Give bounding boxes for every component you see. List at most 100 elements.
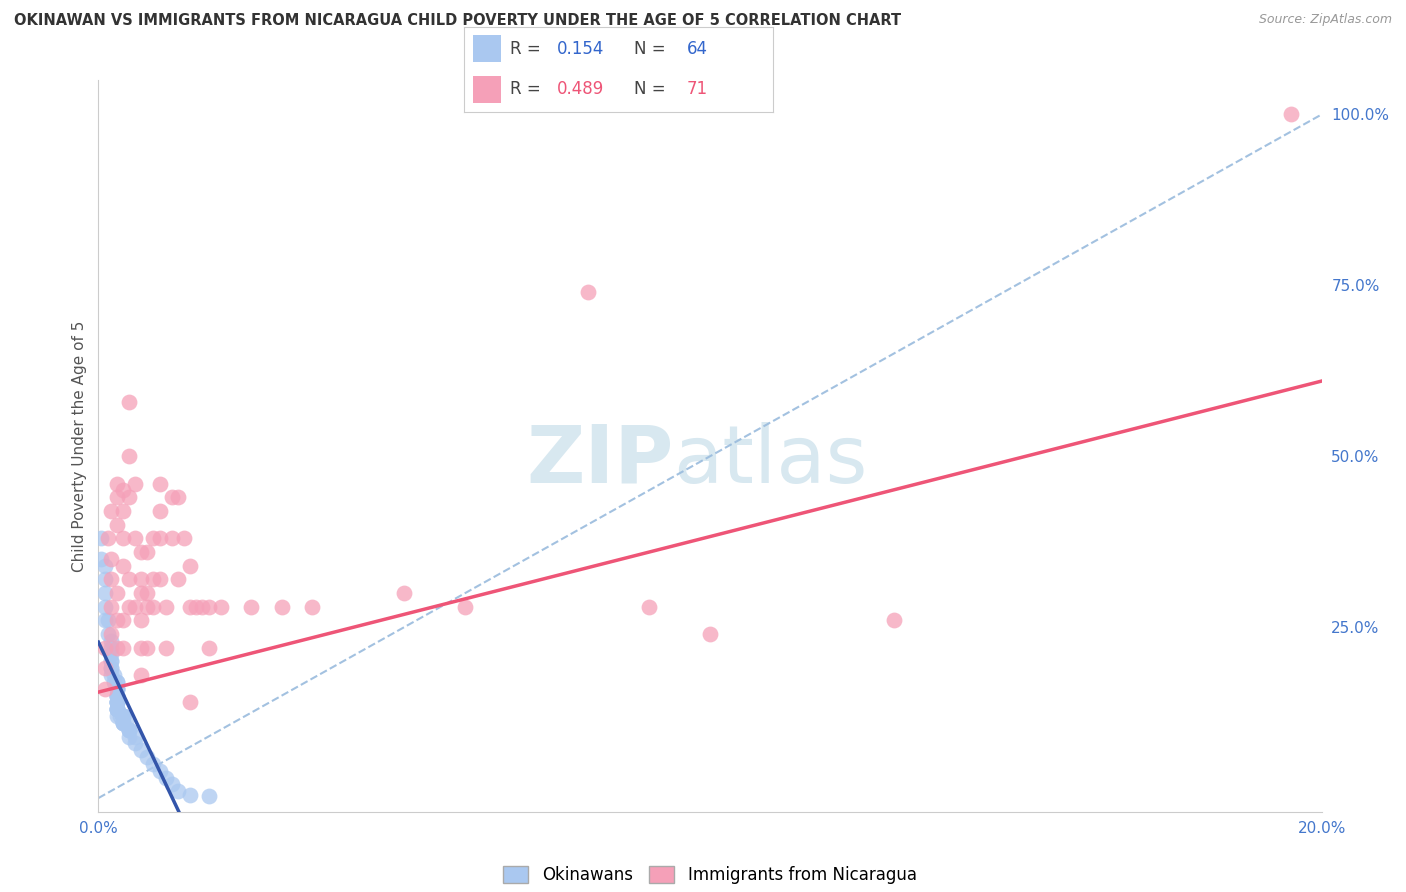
Point xyxy=(100,648,122,662)
Point xyxy=(105,490,128,504)
Point xyxy=(111,709,134,723)
Point xyxy=(118,449,141,463)
Point xyxy=(179,558,201,573)
Point xyxy=(105,702,128,716)
Point xyxy=(155,599,177,614)
Point xyxy=(637,599,661,614)
Point xyxy=(129,545,152,559)
Point xyxy=(90,531,112,545)
Point xyxy=(100,572,122,586)
Point xyxy=(883,613,905,627)
Point xyxy=(155,640,177,655)
Point xyxy=(149,572,172,586)
Point xyxy=(93,681,115,696)
Point xyxy=(197,599,219,614)
Point xyxy=(100,661,122,675)
Point xyxy=(105,681,128,696)
Point xyxy=(111,709,134,723)
Point xyxy=(115,715,138,730)
Point xyxy=(136,640,159,655)
Point xyxy=(240,599,263,614)
Point xyxy=(93,613,115,627)
Point xyxy=(105,674,128,689)
Point xyxy=(108,709,131,723)
Point xyxy=(576,285,599,300)
Point xyxy=(100,654,122,668)
Text: 71: 71 xyxy=(686,80,707,98)
Point xyxy=(93,599,115,614)
Point xyxy=(103,674,125,689)
Point xyxy=(100,640,122,655)
Point xyxy=(197,789,219,803)
Point xyxy=(124,736,146,750)
Point xyxy=(124,599,146,614)
Point xyxy=(100,633,122,648)
Point xyxy=(105,689,128,703)
Point xyxy=(105,695,128,709)
Point xyxy=(111,558,134,573)
Point xyxy=(100,599,122,614)
Point xyxy=(105,517,128,532)
Legend: Okinawans, Immigrants from Nicaragua: Okinawans, Immigrants from Nicaragua xyxy=(496,860,924,891)
Point xyxy=(111,715,134,730)
Point xyxy=(129,640,152,655)
Point xyxy=(124,531,146,545)
Point xyxy=(105,476,128,491)
Point xyxy=(111,531,134,545)
Point xyxy=(93,572,115,586)
Point xyxy=(136,586,159,600)
Text: OKINAWAN VS IMMIGRANTS FROM NICARAGUA CHILD POVERTY UNDER THE AGE OF 5 CORRELATI: OKINAWAN VS IMMIGRANTS FROM NICARAGUA CH… xyxy=(14,13,901,29)
Point xyxy=(129,743,152,757)
Point xyxy=(100,661,122,675)
Text: N =: N = xyxy=(634,80,671,98)
Point xyxy=(105,586,128,600)
Point xyxy=(209,599,232,614)
Point xyxy=(100,668,122,682)
Point xyxy=(699,627,721,641)
Point xyxy=(105,681,128,696)
Point xyxy=(118,723,141,737)
Point xyxy=(105,689,128,703)
Point xyxy=(105,702,128,716)
Point xyxy=(142,531,165,545)
Point xyxy=(179,695,201,709)
Point xyxy=(1279,107,1302,121)
Point xyxy=(105,702,128,716)
Point xyxy=(136,599,159,614)
Text: ZIP: ZIP xyxy=(526,422,673,500)
Y-axis label: Child Poverty Under the Age of 5: Child Poverty Under the Age of 5 xyxy=(72,320,87,572)
Point xyxy=(97,531,120,545)
Point xyxy=(100,504,122,518)
Point xyxy=(155,771,177,785)
Point xyxy=(118,490,141,504)
Point xyxy=(105,702,128,716)
Text: R =: R = xyxy=(510,80,547,98)
Point xyxy=(93,640,115,655)
Point xyxy=(124,730,146,744)
Point xyxy=(105,695,128,709)
Point xyxy=(149,476,172,491)
Point xyxy=(118,572,141,586)
Point xyxy=(129,668,152,682)
Point xyxy=(129,586,152,600)
Point xyxy=(149,504,172,518)
Text: 0.489: 0.489 xyxy=(557,80,605,98)
Text: atlas: atlas xyxy=(673,422,868,500)
Point xyxy=(124,476,146,491)
Point xyxy=(111,709,134,723)
Point xyxy=(118,723,141,737)
Point xyxy=(93,586,115,600)
Point xyxy=(149,531,172,545)
Point xyxy=(136,750,159,764)
Point xyxy=(111,483,134,498)
Point xyxy=(167,784,190,798)
Point xyxy=(90,551,112,566)
Point xyxy=(97,627,120,641)
Text: Source: ZipAtlas.com: Source: ZipAtlas.com xyxy=(1258,13,1392,27)
Point xyxy=(105,681,128,696)
Point xyxy=(118,394,141,409)
Point xyxy=(93,661,115,675)
Point xyxy=(173,531,195,545)
Point xyxy=(100,627,122,641)
Point xyxy=(129,613,152,627)
